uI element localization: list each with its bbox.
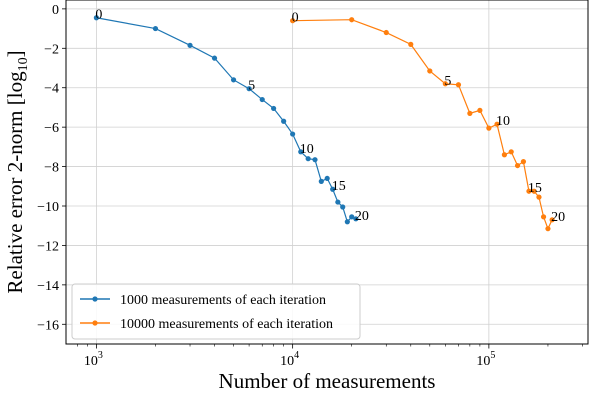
series-1-point <box>305 156 311 162</box>
series-2-point <box>514 162 521 169</box>
x-tick-exponent: 5 <box>490 350 495 361</box>
x-axis-title: Number of measurements <box>219 369 436 393</box>
plot-series <box>93 15 555 232</box>
series-1-point <box>330 186 336 192</box>
x-tick-exponent: 3 <box>98 350 103 361</box>
series-2-point <box>526 188 532 194</box>
series-2-point <box>427 68 433 74</box>
series-2-point <box>508 149 514 155</box>
series-2-point <box>455 82 462 88</box>
y-tick-label: −14 <box>37 279 59 294</box>
y-tick-label: 0 <box>52 3 59 18</box>
point-annotation: 10 <box>300 142 314 157</box>
series-2-point <box>501 152 508 158</box>
series-2-point <box>383 29 389 36</box>
series-2-point <box>290 18 296 24</box>
series-2-point <box>494 121 500 127</box>
series-2-point <box>408 41 414 47</box>
legend-label: 1000 measurements of each iteration <box>120 293 326 308</box>
series-1-point <box>353 216 359 222</box>
legend-swatch-marker <box>92 296 98 302</box>
series-2-point <box>442 81 448 87</box>
point-annotation: 0 <box>292 11 299 26</box>
series-2-point <box>545 226 551 232</box>
series-1-point <box>230 77 237 83</box>
series-2-point <box>467 110 473 116</box>
series-1-point <box>93 15 99 21</box>
x-tick-exponent: 4 <box>294 350 299 361</box>
point-annotation: 5 <box>444 74 451 89</box>
series-2-point <box>477 107 483 113</box>
x-tick-base: 10 <box>280 354 294 369</box>
series-1-point <box>344 219 350 225</box>
plot-frame <box>65 0 589 345</box>
point-annotations: 0 5 10 15 20 0 5 10 15 20 <box>95 8 565 225</box>
series-2-point <box>349 17 355 23</box>
series-2-point <box>520 159 527 165</box>
y-tick-label: −16 <box>37 318 59 333</box>
point-annotation: 20 <box>551 210 565 225</box>
series-2-point <box>540 214 547 220</box>
legend-box <box>71 283 361 340</box>
y-tick-label: −2 <box>44 42 59 57</box>
y-tick-label: −6 <box>44 121 59 136</box>
legend-label: 10000 measurements of each iteration <box>120 317 333 332</box>
series-1-point <box>271 105 277 112</box>
series-1-point <box>259 96 265 103</box>
x-tick-label: 105 <box>476 350 495 369</box>
series-1-point <box>290 131 296 137</box>
x-tick-label: 103 <box>84 350 103 369</box>
x-tick-base: 10 <box>84 354 98 369</box>
series-1-point <box>340 204 346 210</box>
point-annotation: 10 <box>496 114 510 129</box>
x-tick-base: 10 <box>476 354 490 369</box>
legend: 1000 measurements of each iteration 10000… <box>71 283 361 340</box>
series-1-point <box>246 86 252 92</box>
series-1-point <box>211 55 218 61</box>
y-tick-label: −10 <box>37 200 59 215</box>
series-2-point <box>486 125 492 131</box>
y-tick-label: −8 <box>44 161 59 176</box>
legend-swatch-marker <box>92 320 98 326</box>
series-1-point <box>318 178 324 184</box>
series-1-point <box>324 175 330 182</box>
series-1-point <box>349 214 355 220</box>
series-1-point <box>335 199 341 205</box>
series-1-point <box>298 149 304 155</box>
y-axis-title-subscript: 10 <box>16 57 31 71</box>
series-1-point <box>187 42 193 48</box>
y-tick-label: −12 <box>37 239 59 254</box>
point-annotation: 20 <box>355 209 369 224</box>
series-2-point <box>531 188 537 194</box>
series-1-point <box>312 157 318 163</box>
series-1-point <box>152 25 159 32</box>
y-axis-title-close: ] <box>3 50 27 57</box>
y-axis-title: Relative error 2-norm [log10] <box>3 50 31 293</box>
series-line-2 <box>292 19 553 231</box>
point-annotation: 5 <box>248 79 255 94</box>
x-tick-label: 104 <box>280 350 299 369</box>
series-1-point <box>281 118 287 124</box>
point-annotation: 15 <box>528 181 542 196</box>
point-annotation: 15 <box>332 179 346 194</box>
y-axis-title-main: Relative error 2-norm [log <box>3 71 27 294</box>
series-2-point <box>549 217 555 223</box>
series-2-point <box>536 194 542 200</box>
point-annotation: 0 <box>95 8 102 23</box>
y-tick-label: −4 <box>44 82 59 97</box>
